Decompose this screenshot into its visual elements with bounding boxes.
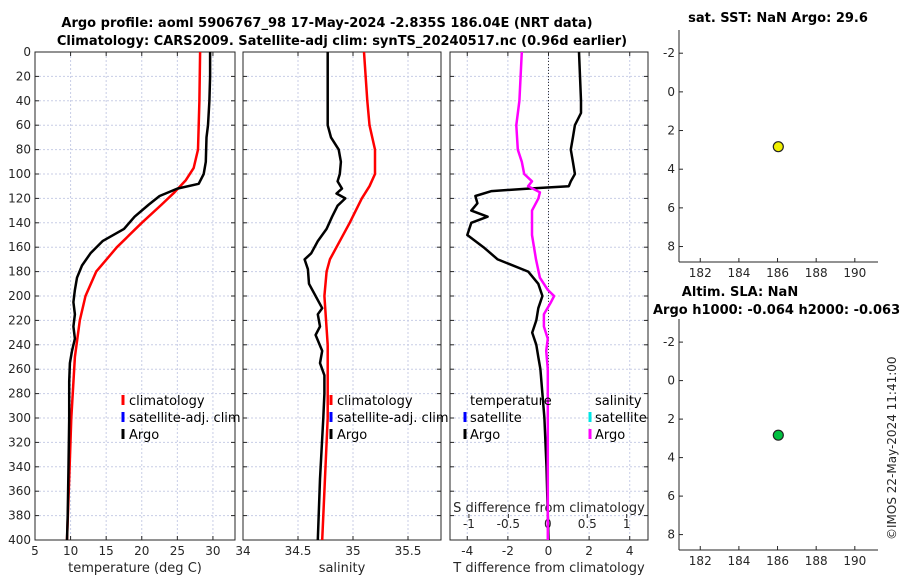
y-tick-label: 8 xyxy=(667,528,675,542)
x-tick-label: 186 xyxy=(766,554,789,568)
x2-axis-label: S difference from climatology xyxy=(453,501,645,516)
x-tick-label: 35 xyxy=(345,544,360,558)
y-tick-label: 400 xyxy=(8,533,31,547)
legend-label: satellite-adj. clim xyxy=(337,411,449,426)
y-tick-label: 0 xyxy=(667,85,675,99)
x2-tick-label: 1 xyxy=(623,517,631,531)
x-tick-label: 182 xyxy=(689,266,712,280)
x-tick-label: -2 xyxy=(502,544,514,558)
y-tick-label: 6 xyxy=(667,201,675,215)
y-tick-label: 4 xyxy=(667,162,675,176)
sla-title: Altim. SLA: NaN xyxy=(682,285,798,300)
data-point xyxy=(772,141,784,153)
y-tick-label: 60 xyxy=(16,118,31,132)
x-tick-label: -4 xyxy=(461,544,473,558)
series-argo xyxy=(65,52,212,541)
y-tick-label: 2 xyxy=(667,124,675,138)
y-tick-label: 280 xyxy=(8,387,31,401)
y-tick-label: 260 xyxy=(8,362,31,376)
x-tick-label: 35.5 xyxy=(395,544,422,558)
x2-tick-label: -0.5 xyxy=(497,517,520,531)
sst-title: sat. SST: NaN Argo: 29.6 xyxy=(688,11,868,26)
legend-label: Argo xyxy=(470,428,500,443)
panel-temperature: 5 10 15 20 25 3002040608010012014016018020022… xyxy=(8,45,241,576)
x-axis-label: T difference from climatology xyxy=(452,561,645,576)
panel-sst: 182 184 186 188 190 -2 0 2 4 6 8 xyxy=(663,30,878,280)
panel-salinity: 34 34.5 35 35.5 salinity climatology satellite… xyxy=(235,51,449,576)
series-climatology xyxy=(65,51,202,541)
legend-label: satellite xyxy=(470,411,522,426)
legend-label: satellite-adj. clim xyxy=(129,411,241,426)
series-s-argo xyxy=(515,51,556,540)
legend-header-temperature: temperature xyxy=(470,394,552,409)
y-tick-label: 300 xyxy=(8,411,31,425)
y-tick-label: 2 xyxy=(667,412,675,426)
y-tick-label: 160 xyxy=(8,240,31,254)
y-tick-label: 8 xyxy=(667,240,675,254)
legend-label: Argo xyxy=(337,428,367,443)
y-tick-label: 100 xyxy=(8,167,31,181)
y-tick-label: 120 xyxy=(8,191,31,205)
y-tick-label: 180 xyxy=(8,265,31,279)
panel-sla: 182 184 186 188 190 -2 0 2 4 6 8 xyxy=(663,319,878,568)
x-tick-label: 15 xyxy=(99,544,114,558)
title-line2: Climatology: CARS2009. Satellite-adj cli… xyxy=(57,34,627,49)
x-tick-label: 186 xyxy=(766,266,789,280)
x2-tick-label: 0.5 xyxy=(578,517,597,531)
series-t-argo xyxy=(466,51,583,541)
x-tick-label: 182 xyxy=(689,554,712,568)
x-tick-label: 10 xyxy=(63,544,78,558)
y-tick-label: -2 xyxy=(663,335,675,349)
x-tick-label: 25 xyxy=(170,544,185,558)
copyright-text: ©IMOS 22-May-2024 11:41:00 xyxy=(885,356,899,540)
x-tick-label: 20 xyxy=(134,544,149,558)
x-tick-label: 190 xyxy=(843,554,866,568)
x-axis-label: temperature (deg C) xyxy=(68,561,202,576)
x-axis-label: salinity xyxy=(319,561,366,576)
y-tick-label: -2 xyxy=(663,46,675,60)
y-tick-label: 380 xyxy=(8,509,31,523)
legend-label: satellite xyxy=(595,411,647,426)
series-argo xyxy=(303,52,347,541)
y-tick-label: 200 xyxy=(8,289,31,303)
x-tick-label: 184 xyxy=(727,266,750,280)
y-tick-label: 20 xyxy=(16,69,31,83)
x-tick-label: 30 xyxy=(205,544,220,558)
y-tick-label: 0 xyxy=(23,45,31,59)
y-tick-label: 240 xyxy=(8,338,31,352)
y-tick-label: 220 xyxy=(8,313,31,327)
x-tick-label: 188 xyxy=(805,266,828,280)
x2-tick-label: -1 xyxy=(463,517,475,531)
x-tick-label: 34 xyxy=(235,544,250,558)
y-tick-label: 0 xyxy=(667,374,675,388)
x-tick-label: 0 xyxy=(545,544,553,558)
y-tick-label: 340 xyxy=(8,460,31,474)
x-tick-label: 34.5 xyxy=(285,544,312,558)
y-tick-label: 140 xyxy=(8,216,31,230)
sla-argo-title: Argo h1000: -0.064 h2000: -0.063 xyxy=(653,303,900,318)
y-tick-label: 80 xyxy=(16,143,31,157)
legend-label: Argo xyxy=(129,428,159,443)
x-tick-label: 4 xyxy=(626,544,634,558)
x-tick-label: 190 xyxy=(843,266,866,280)
legend-header-salinity: salinity xyxy=(595,394,642,409)
x-tick-label: 188 xyxy=(805,554,828,568)
y-tick-label: 4 xyxy=(667,451,675,465)
y-tick-label: 320 xyxy=(8,435,31,449)
y-tick-label: 6 xyxy=(667,489,675,503)
legend-label: Argo xyxy=(595,428,625,443)
x-tick-label: 184 xyxy=(727,554,750,568)
data-point xyxy=(772,429,784,441)
y-tick-label: 360 xyxy=(8,484,31,498)
x-tick-label: 2 xyxy=(585,544,593,558)
legend-label: climatology xyxy=(337,394,413,409)
x-tick-label: 5 xyxy=(31,544,39,558)
y-tick-label: 40 xyxy=(16,94,31,108)
title-line1: Argo profile: aoml 5906767_98 17-May-202… xyxy=(61,16,592,31)
panel-difference: -4 -2 0 2 4 T difference from climatology -1 -0… xyxy=(449,51,649,576)
series-climatology xyxy=(320,51,377,541)
legend-label: climatology xyxy=(129,394,205,409)
